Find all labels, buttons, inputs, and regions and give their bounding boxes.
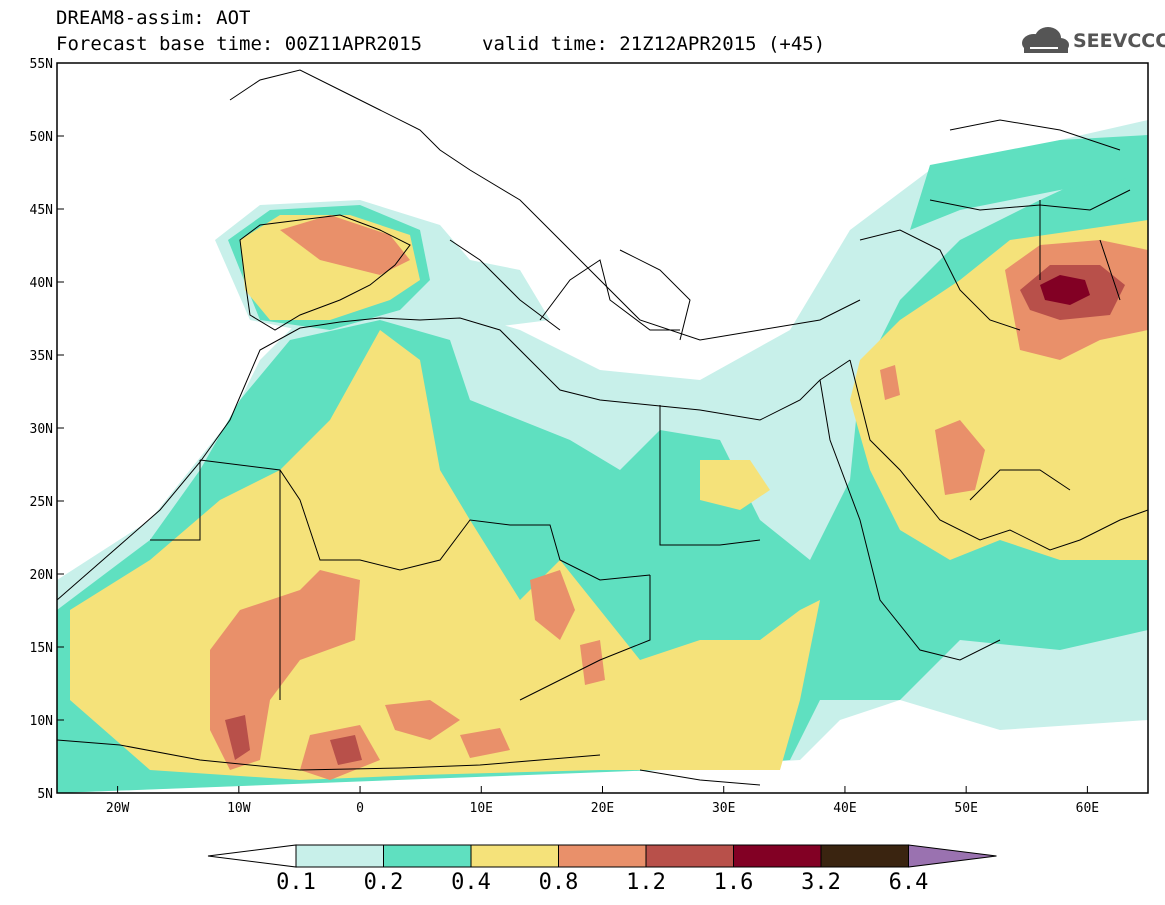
coastlines (57, 69, 1148, 786)
lat-tick-label: 55N (30, 57, 53, 72)
colorbar-segment (733, 844, 822, 868)
lat-tick-label: 20N (30, 568, 53, 583)
colorbar-label: 1.6 (713, 870, 754, 895)
colorbar-segment (645, 844, 734, 868)
map-title: DREAM8-assim: AOT (56, 7, 251, 29)
lon-tick-label: 20E (591, 801, 614, 816)
colorbar-under-triangle (207, 844, 297, 868)
colorbar-segment (820, 844, 909, 868)
lat-tick-label: 50N (30, 130, 53, 145)
lon-tick-label: 0 (356, 801, 364, 816)
valid-time: valid time: 21Z12APR2015 (+45) (482, 33, 826, 55)
lon-tick-label: 40E (833, 801, 856, 816)
colorbar-label: 6.4 (888, 870, 929, 895)
lat-tick-label: 45N (30, 203, 53, 218)
colorbar-segment (470, 844, 559, 868)
seevccc-logo: SEEVCCC (1018, 26, 1165, 56)
colorbar-label: 0.2 (363, 870, 404, 895)
lon-tick-label: 10W (227, 801, 251, 816)
colorbar-segment (558, 844, 647, 868)
aot-field (57, 120, 1148, 793)
lon-tick-label: 60E (1076, 801, 1099, 816)
lat-tick-label: 35N (30, 349, 53, 364)
colorbar-label: 3.2 (801, 870, 841, 895)
lon-tick-label: 10E (470, 801, 493, 816)
lat-tick-label: 30N (30, 422, 53, 437)
lat-tick-label: 10N (30, 714, 53, 729)
logo-text: SEEVCCC (1073, 30, 1165, 52)
colorbar-label: 0.1 (276, 870, 316, 895)
longitude-ticks: 20W 10W 0 10E 20E 30E 40E 50E 60E (106, 786, 1099, 816)
forecast-base-time: Forecast base time: 00Z11APR2015 (56, 33, 423, 55)
lon-tick-label: 20W (106, 801, 130, 816)
lat-tick-label: 5N (37, 787, 53, 802)
lon-tick-label: 30E (712, 801, 735, 816)
colorbar-over-triangle (908, 844, 997, 868)
colorbar-label: 0.8 (538, 870, 579, 895)
lat-tick-label: 25N (30, 495, 53, 510)
latitude-ticks: 55N 50N 45N 40N 35N 30N 25N 20N 15N 10N 5N (30, 57, 64, 802)
colorbar-label: 0.4 (451, 870, 491, 895)
colorbar-label: 1.2 (626, 870, 666, 895)
colorbar-segment (383, 844, 472, 868)
colorbar (207, 844, 997, 868)
lat-tick-label: 15N (30, 641, 53, 656)
cloud-logo-icon (1022, 27, 1069, 53)
colorbar-segment (295, 844, 384, 868)
lon-tick-label: 50E (954, 801, 977, 816)
lat-tick-label: 40N (30, 276, 53, 291)
